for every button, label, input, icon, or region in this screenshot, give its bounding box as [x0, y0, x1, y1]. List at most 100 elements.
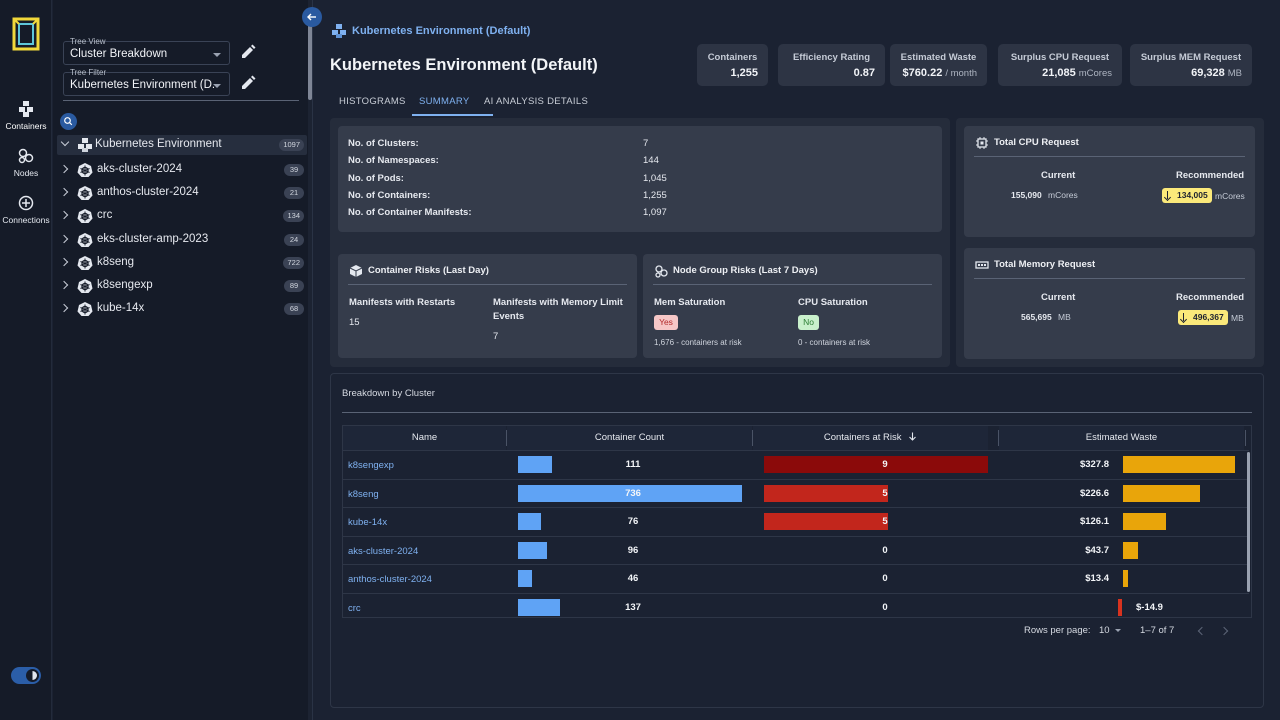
rail-connections[interactable]: Connections	[0, 194, 52, 225]
table-row[interactable]: aks-cluster-2024 96 0 $43.7	[343, 535, 1249, 565]
kubernetes-icon	[77, 186, 93, 201]
rows-per-page-select[interactable]: 10	[1099, 625, 1122, 636]
kubernetes-icon	[77, 279, 93, 293]
rail-containers-label: Containers	[5, 121, 47, 131]
connections-icon	[18, 195, 34, 211]
rail-containers[interactable]: Containers	[0, 100, 52, 131]
chevron-right-icon[interactable]	[59, 211, 69, 220]
column-separator[interactable]	[506, 430, 507, 446]
tree-item-label: crc	[97, 209, 113, 222]
tree-item[interactable]: anthos-cluster-2024 21	[57, 183, 307, 203]
column-separator[interactable]	[752, 430, 753, 446]
estimated-waste-value: $327.8	[1079, 459, 1109, 470]
summary-value: 144	[643, 155, 659, 167]
prev-page-icon[interactable]	[1197, 626, 1207, 636]
tree-item[interactable]: k8sengexp 89	[57, 276, 307, 296]
stat-value: 0.87	[853, 67, 875, 79]
edit-tree-filter-icon[interactable]	[239, 74, 257, 92]
stat-unit: MB	[1227, 68, 1242, 79]
breakdown-divider	[342, 412, 1252, 413]
memlimit-label-line2: Events	[493, 311, 525, 322]
tree-item[interactable]: kube-14x 68	[57, 299, 307, 319]
containers-at-risk-value: 0	[882, 544, 888, 556]
cpu-recommended-label: Recommended	[1176, 170, 1245, 181]
tree-item[interactable]: crc 134	[57, 206, 307, 226]
next-page-icon[interactable]	[1219, 626, 1229, 636]
table-row[interactable]: kube-14x 76 5 $126.1	[343, 507, 1249, 536]
stat-value: 69,328	[1191, 67, 1225, 79]
cluster-name-link[interactable]: crc	[348, 603, 361, 614]
cluster-name-link[interactable]: k8seng	[348, 488, 379, 500]
tree-view-select[interactable]: Tree View Cluster Breakdown	[63, 37, 230, 65]
cubes-icon	[78, 138, 92, 152]
mem-saturation-status: Yes	[654, 315, 678, 330]
tree-divider	[63, 100, 299, 101]
tree-item-count: 39	[284, 164, 304, 176]
column-separator[interactable]	[1245, 430, 1246, 446]
rail-nodes[interactable]: Nodes	[0, 147, 52, 178]
waste-bar	[1123, 484, 1201, 502]
containers-icon	[19, 101, 33, 117]
containers-at-risk-value: 5	[882, 487, 888, 499]
table-row[interactable]: crc 137 0 $-14.9	[343, 593, 1249, 617]
tree-item[interactable]: eks-cluster-amp-2023 24	[57, 230, 307, 250]
tree-filter-select[interactable]: Tree Filter Kubernetes Environment (D...	[63, 68, 230, 96]
table-row[interactable]: anthos-cluster-2024 46 0 $13.4	[343, 564, 1249, 593]
sort-descending-icon[interactable]	[908, 432, 917, 441]
collapse-sidebar-button[interactable]	[302, 7, 322, 27]
estimated-waste-value: $126.1	[1079, 516, 1109, 528]
chevron-right-icon[interactable]	[59, 164, 69, 174]
tree-scrollbar[interactable]	[308, 0, 312, 720]
breadcrumb-label[interactable]: Kubernetes Environment (Default)	[352, 25, 531, 37]
stat-card: Surplus MEM Request 69,328 MB	[1130, 44, 1252, 86]
tree-item[interactable]: k8seng 722	[57, 253, 307, 273]
theme-toggle[interactable]	[11, 667, 41, 684]
tree-view-label: Tree View	[70, 37, 106, 46]
mem-current-label: Current	[1041, 292, 1076, 303]
cluster-name-link[interactable]: aks-cluster-2024	[348, 545, 419, 557]
summary-value: 1,255	[643, 189, 667, 201]
col-header-name[interactable]: Name	[343, 426, 506, 450]
nodes-icon	[18, 148, 34, 164]
chevron-right-icon[interactable]	[59, 187, 69, 197]
rows-per-page-value: 10	[1099, 625, 1110, 636]
tree-filter-value: Kubernetes Environment (D...	[70, 79, 214, 91]
col-header-estimated-waste[interactable]: Estimated Waste	[999, 426, 1244, 450]
col-header-containers-at-risk[interactable]: Containers at Risk	[753, 426, 988, 450]
cluster-name-link[interactable]: anthos-cluster-2024	[348, 574, 432, 586]
edit-tree-view-icon[interactable]	[239, 43, 257, 61]
moon-icon	[26, 669, 39, 682]
tree-item-count: 24	[284, 233, 304, 246]
tab-histograms[interactable]: HISTOGRAMS	[339, 96, 406, 107]
stat-value: 1,255	[730, 67, 758, 79]
tree-item[interactable]: aks-cluster-2024 39	[57, 160, 307, 180]
waste-bar	[1123, 570, 1128, 588]
table-scrollbar[interactable]	[1247, 452, 1250, 592]
chevron-right-icon[interactable]	[59, 280, 69, 290]
chevron-right-icon[interactable]	[59, 234, 69, 243]
tree-search-button[interactable]	[60, 113, 77, 130]
tree-root-item[interactable]: Kubernetes Environment 1097	[57, 135, 307, 155]
mem-saturation-label: Mem Saturation	[654, 297, 726, 308]
tree-panel: Tree View Cluster Breakdown Tree Filter …	[53, 0, 313, 720]
tree-view-value: Cluster Breakdown	[70, 48, 168, 60]
col-header-container-count[interactable]: Container Count	[507, 426, 752, 450]
nodes-icon	[655, 265, 668, 278]
chevron-right-icon[interactable]	[59, 257, 69, 267]
cluster-name-link[interactable]: k8sengexp	[348, 460, 394, 471]
table-row[interactable]: k8sengexp 111 9 $327.8	[343, 450, 1249, 479]
containers-at-risk-value: 0	[882, 602, 888, 613]
summary-value: 1,097	[643, 207, 667, 219]
page-title: Kubernetes Environment (Default)	[330, 56, 598, 74]
tree-scrollbar-thumb[interactable]	[308, 14, 312, 100]
tab-ai-analysis[interactable]: AI ANALYSIS DETAILS	[484, 96, 589, 107]
cluster-name-link[interactable]: kube-14x	[348, 517, 388, 529]
container-count-value: 46	[627, 573, 639, 585]
chevron-right-icon[interactable]	[59, 303, 69, 313]
tree-item-label: k8sengexp	[97, 279, 153, 291]
tab-summary[interactable]: SUMMARY	[419, 96, 470, 107]
table-row[interactable]: k8seng 736 5 $226.6	[343, 478, 1249, 508]
column-separator[interactable]	[998, 430, 999, 446]
container-count-value: 111	[625, 459, 641, 470]
chevron-down-icon[interactable]	[60, 137, 70, 147]
